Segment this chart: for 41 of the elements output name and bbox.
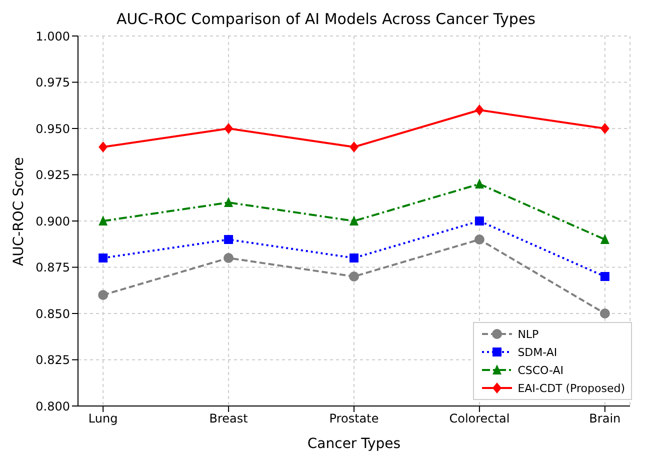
point <box>350 254 358 262</box>
point <box>98 254 108 262</box>
point <box>474 178 484 188</box>
y-tick-label: 0.950 <box>36 122 70 136</box>
x-tick-label: Lung <box>88 412 118 426</box>
y-tick-label: 1.000 <box>36 29 70 44</box>
point <box>474 216 484 226</box>
point <box>350 216 358 226</box>
y-tick-label: 0.850 <box>36 306 70 321</box>
y-axis-title: AUC-ROC Score <box>10 157 27 266</box>
legend-label: NLP <box>518 328 539 340</box>
point <box>224 197 234 207</box>
point <box>224 123 234 134</box>
point <box>349 272 359 282</box>
point <box>98 216 108 226</box>
point <box>224 235 234 244</box>
x-tick-label: Prostate <box>329 412 379 426</box>
point <box>600 234 610 244</box>
point <box>98 142 108 152</box>
y-tick-label: 0.900 <box>36 214 70 228</box>
x-axis-title: Cancer Types <box>307 436 401 452</box>
point <box>98 290 108 300</box>
point <box>224 253 234 263</box>
x-tick-label: Colorectal <box>449 412 510 426</box>
y-tick-label: 0.875 <box>36 260 70 275</box>
y-tick-label: 0.975 <box>36 76 70 90</box>
point <box>474 104 484 116</box>
point <box>600 308 610 318</box>
legend-label: CSCO-AI <box>518 364 564 376</box>
chart-title: AUC-ROC Comparison of AI Models Across Cancer Types <box>116 9 536 30</box>
y-tick-label: 0.825 <box>36 353 70 368</box>
y-tick-label: 0.925 <box>36 168 70 182</box>
legend-label: SDM-AI <box>518 346 558 358</box>
x-tick-label: Breast <box>209 412 248 426</box>
x-tick-label: Brain <box>589 412 621 426</box>
point <box>350 142 358 152</box>
legend-label: EAI-CDT (Proposed) <box>518 382 625 394</box>
point <box>600 123 610 134</box>
point <box>474 234 484 244</box>
y-tick-label: 0.800 <box>36 399 70 414</box>
point <box>600 272 610 281</box>
